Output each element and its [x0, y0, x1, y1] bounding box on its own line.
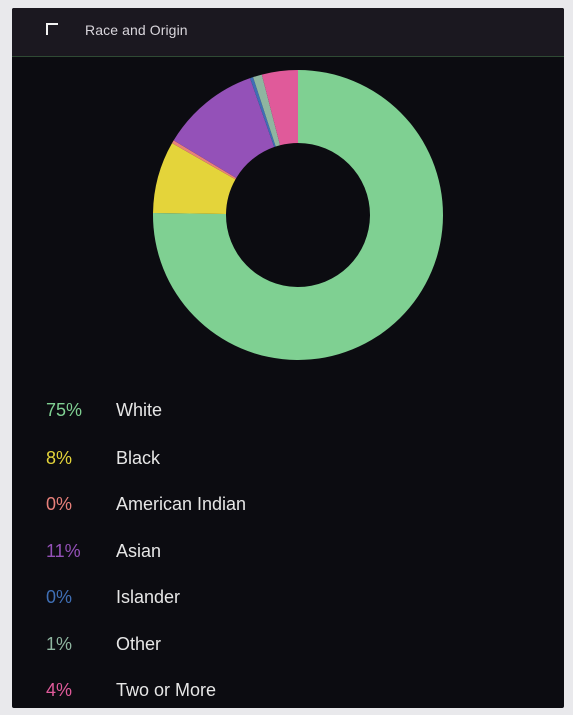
legend-label-american-indian: American Indian [116, 494, 247, 514]
donut-slice-black[interactable] [153, 143, 236, 214]
donut-chart [153, 70, 444, 360]
legend-item-two-or-more: 4% Two or More [12, 675, 564, 705]
legend-item-other: 1% Other [12, 629, 564, 659]
legend-label-white: White [116, 400, 163, 420]
legend-percent-two-or-more: 4% [46, 680, 73, 700]
legend-label-islander: Islander [116, 587, 181, 607]
legend-label-other: Other [116, 634, 162, 654]
race-origin-panel: Race and Origin 75% White 8% Black 0% Am… [12, 8, 564, 708]
legend-percent-black: 8% [46, 448, 73, 468]
legend-item-black: 8% Black [12, 443, 564, 473]
legend-percent-asian: 11% [46, 541, 81, 561]
donut-slice-islander[interactable] [250, 77, 276, 148]
legend-percent-white: 75% [46, 400, 83, 420]
legend-item-asian: 11% Asian [12, 536, 564, 566]
legend-percent-islander: 0% [46, 587, 73, 607]
legend-label-asian: Asian [116, 541, 162, 561]
legend-percent-other: 1% [46, 634, 73, 654]
collapse-corner-icon[interactable] [46, 23, 58, 35]
donut-slice-american-indian[interactable] [172, 140, 237, 180]
legend-label-black: Black [116, 448, 161, 468]
donut-slice-other[interactable] [253, 74, 281, 147]
legend-item-american-indian: 0% American Indian [12, 489, 564, 519]
donut-slice-white[interactable] [153, 70, 444, 360]
legend-item-islander: 0% Islander [12, 582, 564, 612]
panel-header: Race and Origin [12, 8, 564, 57]
panel-title: Race and Origin [85, 22, 188, 38]
donut-slice-two-or-more[interactable] [261, 70, 298, 146]
legend-percent-american-indian: 0% [46, 494, 73, 514]
legend-label-two-or-more: Two or More [116, 680, 217, 700]
donut-slice-asian[interactable] [173, 78, 275, 178]
legend-item-white: 75% White [12, 395, 564, 425]
